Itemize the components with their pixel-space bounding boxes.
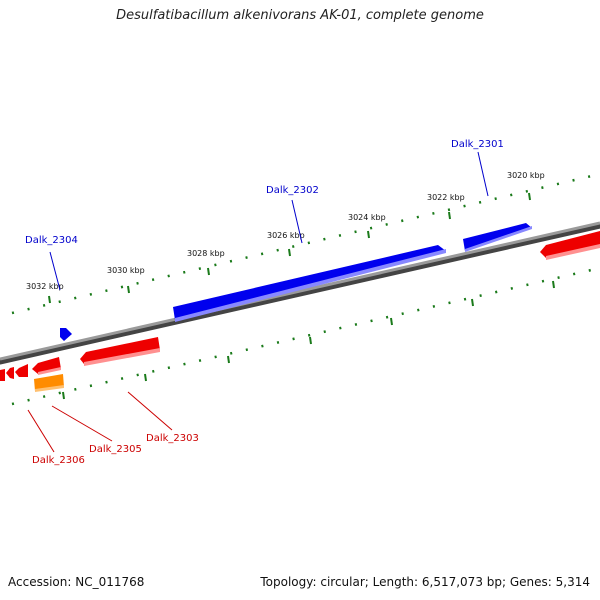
gene-label-dalk-2305[interactable]: Dalk_2305 — [89, 444, 142, 455]
gene-dalk-2306[interactable] — [15, 364, 28, 377]
gene-small-red-a[interactable] — [6, 367, 14, 379]
gene-dalk-2305[interactable] — [32, 357, 61, 375]
genome-backbone-shadow — [0, 223, 600, 365]
scale-label: 3030 kbp — [107, 266, 145, 275]
reverse-leader-lines — [27, 391, 173, 453]
gene-label-dalk-2301[interactable]: Dalk_2301 — [451, 139, 504, 150]
accession-text: Accession: NC_011768 — [8, 575, 145, 589]
forward-leader-lines — [49, 151, 489, 291]
scale-label: 3028 kbp — [187, 249, 225, 258]
gene-label-dalk-2302[interactable]: Dalk_2302 — [266, 185, 319, 196]
gene-dalk-2304[interactable] — [60, 328, 72, 341]
genome-backbone — [0, 221, 600, 361]
gene-label-dalk-2304[interactable]: Dalk_2304 — [25, 235, 78, 246]
major-ticks-upper — [48, 192, 531, 304]
gene-orange[interactable] — [34, 374, 64, 392]
gene-dalk-2301[interactable] — [463, 223, 532, 252]
gene-unlabeled-red-right[interactable] — [540, 231, 600, 260]
map-title: Desulfatibacillum alkenivorans AK-01, co… — [116, 8, 484, 23]
gene-dalk-2303[interactable] — [80, 337, 160, 366]
gene-label-dalk-2306[interactable]: Dalk_2306 — [32, 455, 85, 466]
scale-label: 3022 kbp — [427, 193, 465, 202]
gene-small-red-b[interactable] — [0, 369, 5, 381]
scale-label: 3024 kbp — [348, 213, 386, 222]
gene-dalk-2302[interactable] — [173, 245, 446, 322]
scale-label: 3020 kbp — [507, 171, 545, 180]
topology-text: Topology: circular; Length: 6,517,073 bp… — [260, 575, 590, 589]
scale-label: 3032 kbp — [26, 282, 64, 291]
scale-label: 3026 kbp — [267, 231, 305, 240]
major-ticks-lower — [62, 280, 555, 400]
gene-label-dalk-2303[interactable]: Dalk_2303 — [146, 433, 199, 444]
